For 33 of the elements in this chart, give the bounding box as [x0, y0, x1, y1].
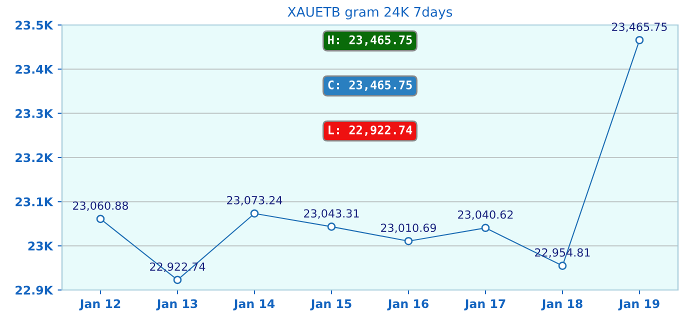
point — [173, 276, 182, 284]
y-tick-label: 23.2K — [16, 153, 54, 162]
x-tick-label: Jan 13 — [156, 299, 198, 310]
point — [558, 262, 567, 270]
x-tick-label: Jan 18 — [541, 299, 582, 310]
data-label: 23,040.62 — [458, 210, 513, 220]
point — [250, 209, 259, 218]
point — [481, 224, 490, 232]
x-tick-label: Jan 12 — [79, 299, 120, 310]
annotation: C: 23,465.75 — [328, 80, 412, 91]
data-label: 23,043.31 — [304, 209, 359, 219]
data-label: 23,010.69 — [381, 224, 436, 234]
point — [96, 214, 105, 224]
data-label: 23,465.75 — [612, 22, 667, 32]
x-tick-label: Jan 14 — [233, 299, 275, 310]
data-label: 23,073.24 — [227, 196, 282, 206]
data-label: 23,060.88 — [73, 201, 128, 211]
point — [327, 222, 336, 231]
y-tick-label: 23.1K — [16, 197, 54, 206]
x-tick-label: Jan 19 — [618, 299, 660, 310]
x-tick-label: Jan 17 — [464, 299, 506, 310]
point — [635, 36, 644, 44]
chart-title: XAUETB gram 24K 7days — [288, 6, 452, 20]
y-tick-label: 22.9K — [16, 286, 54, 295]
annotation: H: 23,465.75 — [328, 35, 412, 46]
annotation: L: 22,922.74 — [328, 125, 412, 136]
y-tick-label: 23.3K — [16, 109, 54, 118]
point — [404, 236, 413, 246]
y-tick-label: 23.4K — [16, 64, 54, 74]
y-tick-label: 23.5K — [16, 20, 54, 30]
y-tick-label: 23K — [28, 242, 54, 250]
x-tick-label: Jan 16 — [387, 299, 429, 310]
x-tick-label: Jan 15 — [310, 299, 352, 310]
